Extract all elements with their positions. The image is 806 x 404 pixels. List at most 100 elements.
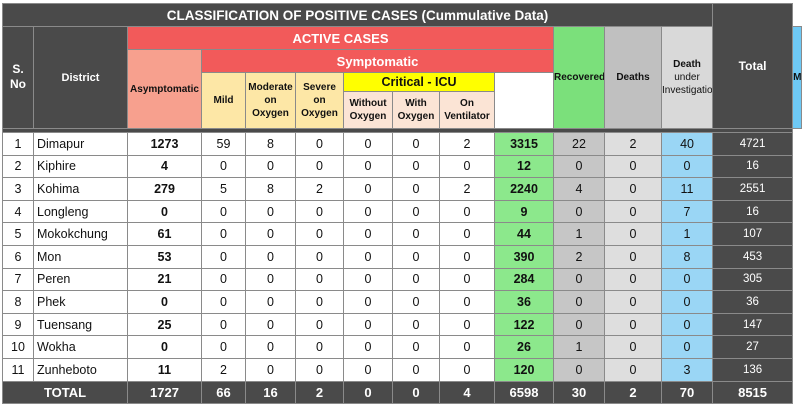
row-severe: 0 — [295, 199, 344, 224]
header-on-ventilator: On Ventilator — [439, 91, 495, 129]
row-without-oxygen: 0 — [343, 267, 393, 292]
row-death-under-investigation: 0 — [604, 335, 662, 359]
header-spacer — [1, 128, 802, 133]
table-row: 3 Kohima 279 5 8 2 0 0 2 2240 4 0 11 2551 — [2, 177, 802, 201]
table-row: 4 Longleng 0 0 0 0 0 0 0 9 0 0 7 16 — [2, 199, 802, 224]
row-with-oxygen: 0 — [392, 312, 440, 337]
row-with-oxygen: 0 — [392, 335, 440, 359]
row-mild: 0 — [201, 267, 246, 292]
row-moderate: 0 — [245, 267, 296, 292]
row-with-oxygen: 0 — [392, 199, 440, 224]
row-asymptomatic: 21 — [127, 267, 202, 292]
row-without-oxygen: 0 — [343, 132, 393, 156]
totals-with-oxygen: 0 — [392, 380, 440, 404]
row-deaths: 0 — [553, 290, 605, 314]
row-moderate: 0 — [245, 312, 296, 337]
row-total: 16 — [712, 199, 794, 224]
row-asymptomatic: 61 — [127, 222, 202, 246]
row-recovered: 2240 — [494, 177, 554, 201]
row-moderate: 0 — [245, 357, 296, 382]
header-district: District — [33, 26, 128, 129]
header-asymptomatic: Asymptomatic — [127, 49, 202, 129]
row-mild: 0 — [201, 154, 246, 179]
row-total: 136 — [712, 357, 794, 382]
row-district: Mon — [33, 244, 128, 269]
row-moderate: 8 — [245, 132, 296, 156]
row-total: 147 — [712, 312, 794, 337]
row-moderate: 0 — [245, 244, 296, 269]
totals-severe: 2 — [295, 380, 344, 404]
header-total: Total — [712, 3, 794, 129]
row-sno: 6 — [2, 244, 34, 269]
row-mild: 0 — [201, 312, 246, 337]
totals-asymptomatic: 1727 — [127, 380, 202, 404]
row-total: 2551 — [712, 177, 794, 201]
table-row: 10 Wokha 0 0 0 0 0 0 0 26 1 0 0 27 — [2, 335, 802, 359]
row-mild: 0 — [201, 335, 246, 359]
row-on-ventilator: 0 — [439, 244, 495, 269]
row-on-ventilator: 0 — [439, 222, 495, 246]
header-moderate-on-oxygen: Moderate on Oxygen — [245, 72, 296, 129]
row-without-oxygen: 0 — [343, 199, 393, 224]
row-death-under-investigation: 0 — [604, 244, 662, 269]
row-on-ventilator: 2 — [439, 177, 495, 201]
row-district: Wokha — [33, 335, 128, 359]
row-deaths: 0 — [553, 357, 605, 382]
header-deaths: Deaths — [604, 26, 662, 129]
row-recovered: 122 — [494, 312, 554, 337]
row-moderate: 0 — [245, 199, 296, 224]
row-on-ventilator: 0 — [439, 335, 495, 359]
row-district: Longleng — [33, 199, 128, 224]
row-death-under-investigation: 2 — [604, 132, 662, 156]
row-without-oxygen: 0 — [343, 222, 393, 246]
row-death-under-investigation: 0 — [604, 177, 662, 201]
row-death-under-investigation: 0 — [604, 357, 662, 382]
row-sno: 10 — [2, 335, 34, 359]
row-on-ventilator: 2 — [439, 132, 495, 156]
totals-death-under-investigation: 2 — [604, 380, 662, 404]
row-on-ventilator: 0 — [439, 154, 495, 179]
totals-moderate: 16 — [245, 380, 296, 404]
row-asymptomatic: 0 — [127, 199, 202, 224]
row-recovered: 12 — [494, 154, 554, 179]
row-migrated: 40 — [660, 132, 714, 156]
row-deaths: 22 — [553, 132, 605, 156]
header-recovered: Recovered — [553, 26, 605, 129]
header-death-under-investigation: Death under Investigation — [660, 26, 714, 129]
row-on-ventilator: 0 — [439, 199, 495, 224]
row-sno: 2 — [2, 154, 34, 179]
row-on-ventilator: 0 — [439, 290, 495, 314]
totals-recovered: 6598 — [494, 380, 554, 404]
row-asymptomatic: 4 — [127, 154, 202, 179]
row-severe: 0 — [295, 154, 344, 179]
totals-grand-total: 8515 — [712, 380, 794, 404]
row-migrated: 1 — [660, 222, 714, 246]
header-migrated: Migrated — [792, 26, 802, 129]
row-mild: 0 — [201, 244, 246, 269]
row-district: Kiphire — [33, 154, 128, 179]
row-severe: 0 — [295, 312, 344, 337]
row-moderate: 0 — [245, 335, 296, 359]
row-mild: 0 — [201, 290, 246, 314]
row-sno: 8 — [2, 290, 34, 314]
row-recovered: 9 — [494, 199, 554, 224]
row-severe: 0 — [295, 132, 344, 156]
row-mild: 5 — [201, 177, 246, 201]
row-total: 107 — [712, 222, 794, 246]
row-deaths: 0 — [553, 199, 605, 224]
header-symptomatic: Symptomatic — [201, 49, 554, 73]
row-with-oxygen: 0 — [392, 222, 440, 246]
row-with-oxygen: 0 — [392, 132, 440, 156]
row-migrated: 0 — [660, 312, 714, 337]
row-migrated: 7 — [660, 199, 714, 224]
row-deaths: 0 — [553, 267, 605, 292]
row-recovered: 36 — [494, 290, 554, 314]
row-without-oxygen: 0 — [343, 154, 393, 179]
header-critical-icu: Critical - ICU — [343, 72, 495, 92]
row-asymptomatic: 1273 — [127, 132, 202, 156]
row-asymptomatic: 25 — [127, 312, 202, 337]
row-death-under-investigation: 0 — [604, 267, 662, 292]
row-with-oxygen: 0 — [392, 244, 440, 269]
row-without-oxygen: 0 — [343, 312, 393, 337]
row-deaths: 4 — [553, 177, 605, 201]
